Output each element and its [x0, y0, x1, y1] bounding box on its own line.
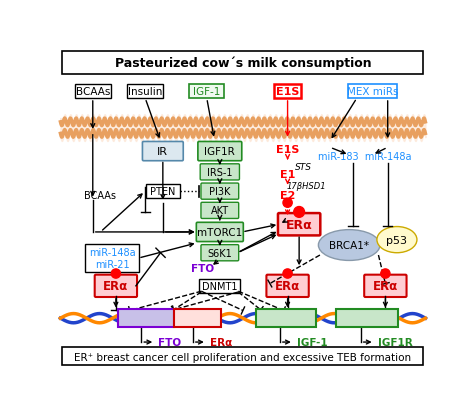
Text: 17βHSD1: 17βHSD1: [286, 182, 326, 191]
Text: E1: E1: [280, 170, 295, 180]
Text: FTO: FTO: [158, 337, 182, 347]
Text: BCAAs: BCAAs: [75, 87, 110, 97]
Text: Insulin: Insulin: [128, 87, 162, 97]
Text: DNMT1: DNMT1: [202, 281, 237, 291]
FancyBboxPatch shape: [196, 223, 243, 242]
Text: p53: p53: [386, 235, 408, 245]
Text: S6K1: S6K1: [208, 248, 232, 258]
FancyBboxPatch shape: [274, 85, 301, 99]
Text: Pasteurized cow´s milk consumption: Pasteurized cow´s milk consumption: [115, 57, 371, 70]
Text: IGF-1: IGF-1: [193, 87, 220, 97]
Circle shape: [111, 269, 120, 278]
FancyBboxPatch shape: [201, 184, 239, 200]
FancyBboxPatch shape: [336, 310, 398, 327]
Text: ERα: ERα: [103, 280, 128, 293]
FancyBboxPatch shape: [256, 310, 316, 327]
Text: IGF1: IGF1: [272, 313, 301, 323]
Ellipse shape: [319, 230, 380, 261]
Text: E2: E2: [280, 190, 295, 200]
FancyBboxPatch shape: [200, 279, 240, 294]
FancyBboxPatch shape: [348, 85, 397, 99]
FancyBboxPatch shape: [174, 310, 221, 327]
Text: ERα: ERα: [275, 280, 300, 293]
FancyBboxPatch shape: [127, 85, 163, 99]
FancyBboxPatch shape: [95, 275, 137, 297]
Text: IGF1R: IGF1R: [348, 313, 385, 323]
Text: ERα: ERα: [373, 280, 398, 293]
FancyBboxPatch shape: [364, 275, 407, 297]
Text: miR-183  miR-148a: miR-183 miR-148a: [318, 152, 411, 162]
Text: ESRRA: ESRRA: [178, 313, 217, 323]
FancyBboxPatch shape: [63, 347, 423, 365]
Text: FTO: FTO: [191, 263, 214, 273]
FancyBboxPatch shape: [85, 244, 138, 273]
FancyBboxPatch shape: [200, 164, 239, 180]
Text: E1S: E1S: [276, 145, 299, 154]
Text: mTORC1: mTORC1: [197, 228, 242, 237]
Ellipse shape: [377, 227, 417, 253]
FancyBboxPatch shape: [190, 85, 224, 99]
Text: IR: IR: [157, 147, 168, 157]
FancyBboxPatch shape: [75, 85, 111, 99]
Text: BRCA1*: BRCA1*: [329, 240, 369, 250]
FancyBboxPatch shape: [146, 184, 180, 199]
Text: ERα: ERα: [286, 218, 312, 231]
FancyBboxPatch shape: [201, 203, 239, 219]
Text: IRS-1: IRS-1: [207, 168, 233, 178]
Circle shape: [283, 199, 292, 208]
Circle shape: [283, 269, 292, 278]
Text: PTEN: PTEN: [150, 187, 175, 197]
Circle shape: [294, 207, 304, 218]
Circle shape: [381, 269, 390, 278]
FancyBboxPatch shape: [118, 310, 174, 327]
Text: IGF-1: IGF-1: [297, 337, 328, 347]
Text: AKT: AKT: [211, 206, 229, 216]
Text: IGF1R: IGF1R: [378, 337, 412, 347]
FancyBboxPatch shape: [278, 214, 320, 236]
Text: ER⁺ breast cancer cell proliferation and excessive TEB formation: ER⁺ breast cancer cell proliferation and…: [74, 352, 411, 362]
FancyBboxPatch shape: [143, 142, 183, 161]
Text: BCAAs: BCAAs: [84, 190, 117, 200]
FancyBboxPatch shape: [198, 142, 242, 161]
Text: E1S: E1S: [276, 87, 299, 97]
Text: IGF1R: IGF1R: [204, 147, 235, 157]
FancyBboxPatch shape: [266, 275, 309, 297]
Text: ERα: ERα: [210, 337, 232, 347]
Text: PI3K: PI3K: [209, 187, 230, 197]
Text: FTO: FTO: [133, 312, 159, 325]
FancyBboxPatch shape: [63, 52, 423, 74]
Text: MEX miRs: MEX miRs: [346, 87, 398, 97]
FancyBboxPatch shape: [201, 245, 239, 261]
Text: miR-148a
miR-21: miR-148a miR-21: [89, 248, 136, 269]
Text: STS: STS: [295, 163, 312, 171]
